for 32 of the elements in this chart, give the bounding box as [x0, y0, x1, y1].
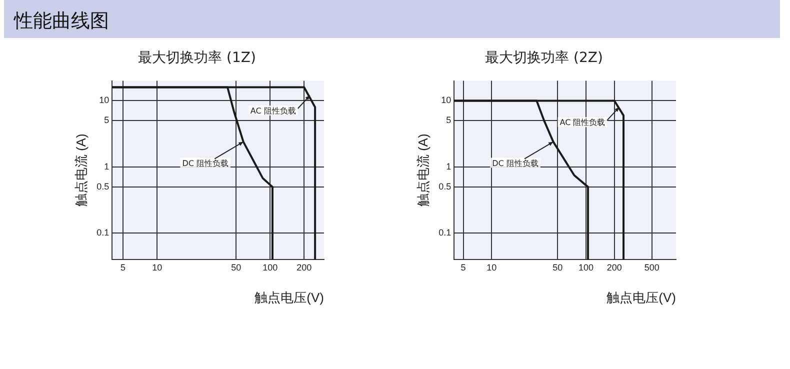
x-tick-label: 200: [296, 262, 312, 272]
annotation: DC 阻性负载: [182, 158, 228, 168]
x-tick-label: 500: [644, 262, 660, 272]
y-tick-label: 0.5: [96, 181, 110, 192]
x-tick-label: 100: [262, 262, 278, 272]
y-tick-label: 5: [446, 115, 452, 126]
y-tick-label: 0.1: [438, 228, 452, 238]
x-tick-label: 50: [552, 262, 563, 272]
x-tick-label: 50: [231, 262, 242, 272]
y-tick-label: 1: [446, 161, 452, 172]
annotation: AC 阻性负载: [250, 106, 296, 116]
x-tick-label: 5: [460, 262, 466, 272]
y-tick-label: 0.5: [438, 181, 452, 192]
y-tick-label: 0.1: [96, 228, 110, 238]
chart-title: 最大切换功率 (1Z): [138, 50, 256, 66]
annotation: DC 阻性负载: [492, 158, 538, 168]
x-tick-label: 5: [120, 262, 126, 272]
y-tick-label: 10: [441, 95, 452, 106]
x-tick-label: 10: [486, 262, 497, 272]
x-axis-title: 触点电压(V): [254, 290, 324, 305]
y-tick-label: 5: [104, 115, 110, 126]
x-tick-label: 200: [606, 262, 622, 272]
annotation: AC 阻性负载: [560, 118, 606, 128]
y-axis-title: 触点电流 (A): [415, 134, 430, 207]
y-tick-label: 1: [104, 161, 110, 172]
x-tick-label: 10: [152, 262, 162, 272]
y-tick-label: 10: [99, 95, 110, 106]
text: 性能曲线图: [14, 9, 109, 34]
x-axis-title: 触点电压(V): [606, 290, 676, 305]
y-axis-title: 触点电流 (A): [73, 134, 88, 207]
chart-title: 最大切换功率 (2Z): [485, 50, 603, 66]
x-tick-label: 100: [578, 262, 594, 272]
